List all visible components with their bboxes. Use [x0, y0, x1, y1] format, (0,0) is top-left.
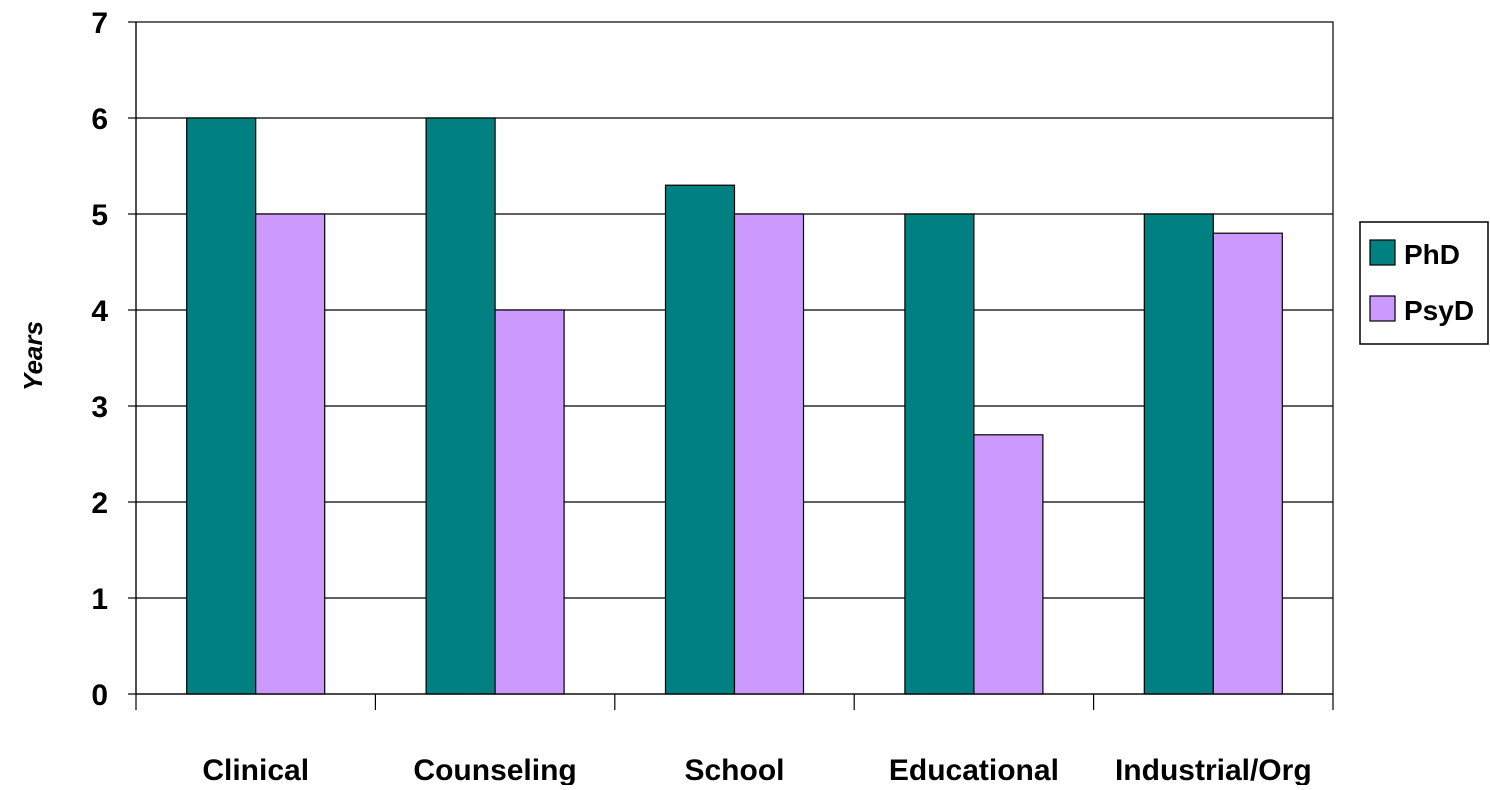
y-tick-label-1: 1 — [91, 583, 108, 616]
y-tick-label-0: 0 — [91, 679, 108, 712]
bar-phd-counseling — [425, 117, 496, 695]
bars — [186, 117, 1283, 695]
legend: PhD PsyD — [1359, 221, 1489, 345]
y-axis-title: Years — [18, 321, 48, 391]
bar-phd-school — [664, 184, 736, 695]
y-tick-label-4: 4 — [91, 295, 108, 328]
legend-label-psyd: PsyD — [1404, 295, 1474, 326]
x-tick-label-industrial-org: Industrial/Org — [1115, 754, 1312, 785]
bar-psyd-school — [733, 213, 805, 695]
y-tick-label-3: 3 — [91, 391, 108, 424]
legend-swatch-psyd — [1369, 295, 1396, 322]
y-tick-label-7: 7 — [91, 7, 108, 40]
x-tick-label-school: School — [684, 754, 784, 785]
y-tick-label-2: 2 — [91, 487, 108, 520]
bar-psyd-clinical — [255, 213, 326, 695]
y-tick-label-5: 5 — [91, 199, 108, 232]
bar-phd-educational — [904, 213, 975, 695]
bar-phd-industrial-org — [1143, 213, 1214, 695]
y-tick-labels: 0 1 2 3 4 5 6 7 — [91, 7, 108, 712]
x-tick-label-counseling: Counseling — [413, 754, 576, 785]
bar-psyd-educational — [973, 434, 1044, 695]
bar-psyd-industrial-org — [1212, 232, 1283, 695]
bar-psyd-counseling — [494, 309, 565, 695]
legend-label-phd: PhD — [1404, 239, 1460, 270]
x-tick-label-educational: Educational — [889, 754, 1059, 785]
axes — [128, 21, 1334, 710]
bar-phd-clinical — [186, 117, 257, 695]
x-tick-label-clinical: Clinical — [202, 754, 309, 785]
x-tick-labels: Clinical Counseling School Educational Indus… — [202, 754, 1312, 787]
y-tick-label-6: 6 — [91, 103, 108, 136]
legend-swatch-phd — [1369, 239, 1396, 266]
